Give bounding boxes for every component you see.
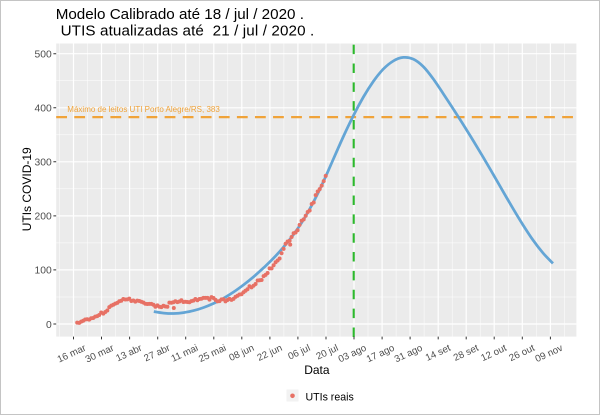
svg-text:400: 400 bbox=[35, 104, 52, 115]
svg-text:UTIS atualizadas até 21 / jul: UTIS atualizadas até 21 / jul / 2020 . bbox=[61, 23, 315, 40]
svg-text:0: 0 bbox=[46, 320, 52, 331]
svg-text:300: 300 bbox=[35, 158, 52, 169]
svg-text:200: 200 bbox=[35, 212, 52, 223]
svg-text:Data: Data bbox=[304, 363, 330, 377]
svg-text:Máximo de leitos UTI Porto Ale: Máximo de leitos UTI Porto Alegre/RS, 38… bbox=[67, 105, 220, 114]
svg-text:Modelo Calibrado até 18 / jul: Modelo Calibrado até 18 / jul / 2020 . bbox=[56, 6, 304, 23]
svg-text:UTIs reais: UTIs reais bbox=[306, 391, 354, 403]
svg-text:100: 100 bbox=[35, 266, 52, 277]
svg-text:500: 500 bbox=[35, 49, 52, 60]
svg-text:UTIs COVID-19: UTIs COVID-19 bbox=[20, 147, 34, 231]
